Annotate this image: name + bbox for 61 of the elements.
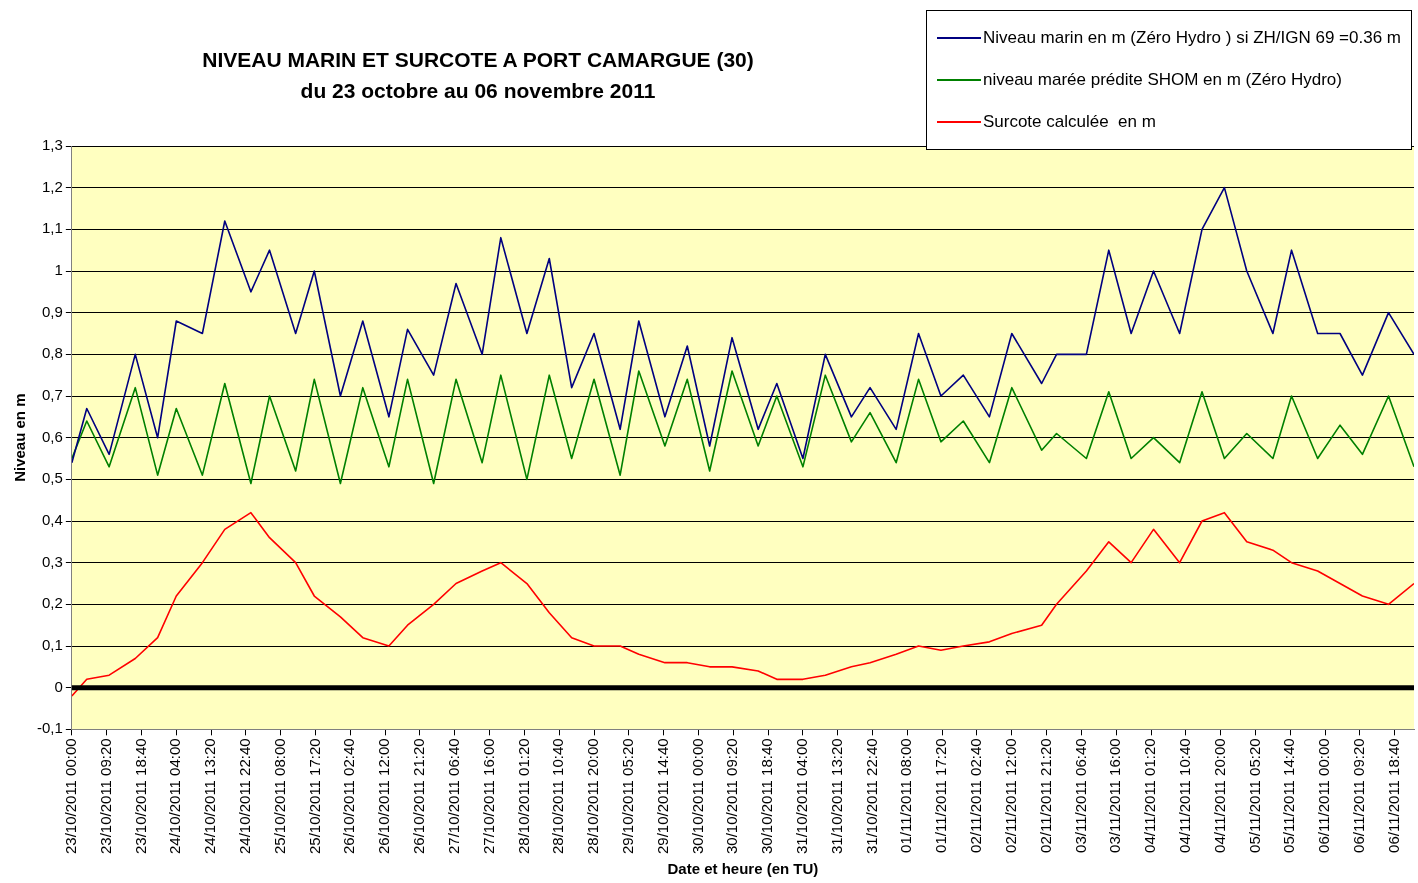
- x-tick-label: 02/11/2011 21:20: [1036, 738, 1054, 853]
- x-tick-label: 26/10/2011 21:20: [410, 738, 428, 855]
- x-tick-label: 28/10/2011 01:20: [514, 738, 532, 855]
- x-tick-label: 28/10/2011 10:40: [549, 738, 567, 855]
- chart-subtitle: du 23 octobre au 06 novembre 2011: [299, 78, 657, 104]
- y-tick-label: 1: [54, 261, 63, 279]
- x-tick-label: 29/10/2011 05:20: [618, 738, 636, 855]
- y-tick-label: 0,2: [41, 594, 63, 612]
- x-axis-title: Date et heure (en TU): [667, 860, 819, 878]
- y-tick-label: 0,4: [41, 511, 63, 529]
- x-tick-label: 01/11/2011 17:20: [932, 738, 950, 853]
- x-tick-label: 24/10/2011 04:00: [166, 738, 184, 855]
- x-tick-label: 31/10/2011 04:00: [793, 738, 811, 855]
- y-tick-label: -0,1: [36, 719, 63, 737]
- x-tick-label: 05/11/2011 14:40: [1280, 738, 1298, 853]
- x-tick-label: 02/11/2011 02:40: [967, 738, 985, 853]
- x-tick-label: 30/10/2011 00:00: [688, 738, 706, 855]
- y-tick-label: 0,1: [41, 636, 63, 654]
- y-tick-label: 1,1: [41, 219, 63, 237]
- x-tick-label: 05/11/2011 05:20: [1245, 738, 1263, 853]
- x-tick-label: 26/10/2011 02:40: [340, 738, 358, 855]
- x-tick-label: 01/11/2011 08:00: [897, 738, 915, 853]
- x-tick-label: 31/10/2011 22:40: [862, 738, 880, 855]
- x-tick-label: 28/10/2011 20:00: [584, 738, 602, 855]
- y-tick-label: 0,6: [41, 427, 63, 445]
- x-tick-label: 03/11/2011 16:00: [1106, 738, 1124, 853]
- y-tick-label: 0: [54, 677, 63, 695]
- legend-label: Surcote calculée en m: [982, 112, 1156, 132]
- legend-label: niveau marée prédite SHOM en m (Zéro Hydro): [982, 70, 1342, 90]
- x-tick-label: 06/11/2011 00:00: [1315, 738, 1333, 853]
- x-tick-label: 24/10/2011 13:20: [201, 738, 219, 855]
- x-tick-label: 06/11/2011 18:40: [1384, 738, 1402, 853]
- x-tick-label: 03/11/2011 06:40: [1071, 738, 1089, 853]
- x-tick-label: 23/10/2011 18:40: [131, 738, 149, 855]
- y-axis-title: Niveau en m: [11, 393, 29, 482]
- x-tick-label: 04/11/2011 10:40: [1175, 738, 1193, 853]
- y-tick-label: 1,2: [41, 177, 63, 195]
- y-tick-label: 0,5: [41, 469, 63, 487]
- x-tick-label: 02/11/2011 12:00: [1001, 738, 1019, 853]
- y-tick-label: 1,3: [41, 136, 63, 154]
- chart-title: NIVEAU MARIN ET SURCOTE A PORT CAMARGUE (30): [201, 47, 755, 73]
- x-tick-label: 30/10/2011 09:20: [723, 738, 741, 855]
- x-tick-label: 23/10/2011 09:20: [96, 738, 114, 855]
- x-tick-label: 23/10/2011 00:00: [61, 738, 79, 855]
- legend-label: Niveau marin en m (Zéro Hydro ) si ZH/IGN 69 =0.36 m: [982, 28, 1401, 48]
- x-tick-label: 29/10/2011 14:40: [653, 738, 671, 855]
- x-tick-label: 31/10/2011 13:20: [827, 738, 845, 855]
- y-tick-label: 0,9: [41, 302, 63, 320]
- y-tick-label: 0,7: [41, 386, 63, 404]
- y-tick-label: 0,8: [41, 344, 63, 362]
- y-tick-label: 0,3: [41, 552, 63, 570]
- x-tick-label: 04/11/2011 20:00: [1210, 738, 1228, 853]
- x-tick-label: 27/10/2011 16:00: [479, 738, 497, 855]
- x-tick-label: 27/10/2011 06:40: [444, 738, 462, 855]
- x-tick-label: 24/10/2011 22:40: [236, 738, 254, 855]
- x-tick-label: 26/10/2011 12:00: [375, 738, 393, 855]
- x-tick-label: 25/10/2011 08:00: [270, 738, 288, 855]
- x-tick-label: 04/11/2011 01:20: [1141, 738, 1159, 853]
- x-tick-label: 25/10/2011 17:20: [305, 738, 323, 855]
- x-tick-label: 30/10/2011 18:40: [758, 738, 776, 855]
- x-tick-label: 06/11/2011 09:20: [1350, 738, 1368, 853]
